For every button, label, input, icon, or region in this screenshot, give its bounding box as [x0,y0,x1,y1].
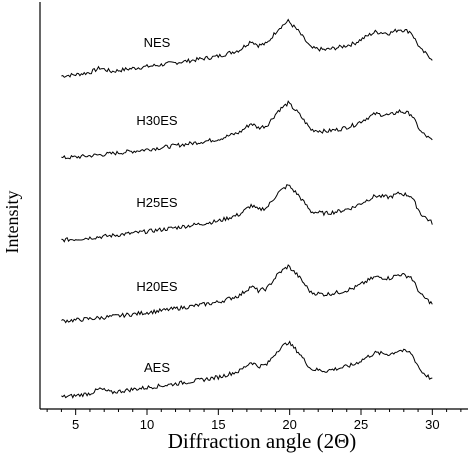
series-labels: NES H30ES H25ES H20ES AES [136,35,178,375]
x-axis-label: Diffraction angle (2Θ) [168,429,357,453]
series-label-h30es: H30ES [136,113,178,128]
series-nes-line [61,18,433,78]
series-label-aes: AES [144,360,170,375]
series-group [61,18,433,399]
x-tick-label: 10 [140,417,154,432]
x-tick-label: 5 [72,417,79,432]
x-tick-label: 30 [425,417,439,432]
series-label-h20es: H20ES [136,279,178,294]
axes [39,2,468,410]
x-tick-label: 15 [211,417,225,432]
series-aes-line [61,340,433,399]
x-tick-label: 25 [354,417,368,432]
series-label-nes: NES [144,35,171,50]
series-label-h25es: H25ES [136,195,178,210]
x-ticks: 5 10 15 20 25 30 [46,409,462,432]
x-tick-label: 20 [282,417,296,432]
series-h30es-line [61,100,433,160]
series-h25es-line [61,184,433,243]
series-h20es-line [61,264,433,324]
y-axis-label: Intensity [2,191,22,254]
